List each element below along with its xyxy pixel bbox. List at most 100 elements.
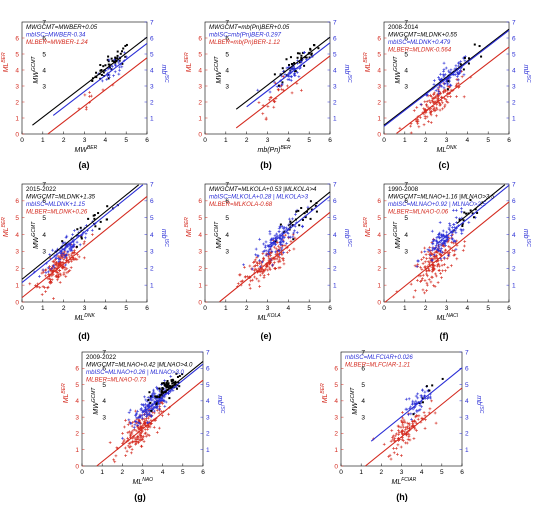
data-point (111, 59, 114, 62)
right-axis-label: mbISC (343, 229, 352, 247)
data-point (295, 210, 298, 213)
right-tick-label: 5 (333, 51, 337, 58)
data-point (465, 212, 468, 215)
data-point (283, 231, 286, 234)
data-point (102, 71, 105, 74)
x-axis-label: MLKOLA (258, 313, 282, 322)
equation-black: MWGCMT=MWBER+0.05 (26, 24, 98, 31)
right-tick-label: 2 (150, 266, 154, 273)
data-point (171, 382, 174, 385)
right-tick-label: 3 (333, 83, 337, 90)
inner-tick-label: 6 (42, 35, 46, 42)
left-tick-label: 2 (198, 266, 202, 273)
data-point (121, 62, 124, 65)
data-point (288, 63, 291, 66)
right-tick-label: 7 (333, 181, 337, 188)
left-tick-label: 6 (15, 198, 19, 205)
data-point (176, 387, 179, 390)
data-point (174, 380, 177, 383)
period-label: 2008-2014 (388, 24, 419, 31)
data-point (310, 208, 313, 211)
left-tick-label: 2 (75, 431, 79, 438)
right-tick-label: 5 (512, 215, 516, 222)
right-tick-label: 6 (512, 35, 516, 42)
inner-tick-label: 4 (225, 232, 229, 239)
data-point (469, 209, 472, 212)
data-point (75, 245, 78, 248)
data-point (147, 398, 150, 401)
left-tick-label: 5 (198, 51, 202, 58)
data-point (79, 226, 82, 229)
data-point (471, 212, 474, 215)
regression-line-black (383, 28, 510, 126)
data-point (80, 236, 83, 239)
x-tick-label: 3 (83, 305, 87, 312)
left-tick-label: 4 (334, 398, 338, 405)
data-point (463, 211, 466, 214)
left-tick-label: 5 (377, 51, 381, 58)
equation-black: MWGCMT=MLDNK+0.55 (388, 32, 458, 39)
right-tick-label: 2 (512, 99, 516, 106)
right-tick-label: 3 (512, 249, 516, 256)
right-tick-label: 5 (512, 51, 516, 58)
data-point (160, 391, 163, 394)
data-point (163, 384, 166, 387)
inner-tick-label: 7 (102, 349, 106, 356)
left-tick-label: 6 (15, 35, 19, 42)
data-point (273, 73, 276, 76)
x-tick-label: 0 (339, 469, 343, 476)
data-point (150, 409, 153, 412)
left-tick-label: 0 (377, 131, 381, 138)
x-tick-label: 3 (400, 469, 404, 476)
equation-blue: mbISC=MLFCIAR+0.026 (345, 354, 413, 361)
data-point (300, 54, 303, 57)
data-point (315, 210, 318, 213)
inner-tick-label: 5 (225, 51, 229, 58)
inner-tick-label: 6 (225, 198, 229, 205)
equation-black: MWGCMT=MLNAO+0.42 |MLNAO>4.0 (86, 362, 193, 369)
right-tick-label: 3 (150, 249, 154, 256)
left-tick-label: 2 (377, 266, 381, 273)
equation-red: MLBER=MLNAO-0.06 (388, 209, 449, 216)
x-tick-label: 1 (100, 469, 104, 476)
right-tick-label: 3 (465, 414, 469, 421)
data-point (125, 43, 128, 46)
data-point (298, 61, 301, 64)
x-tick-label: 1 (41, 305, 45, 312)
mid-axis-label: MWGCMT (31, 221, 40, 249)
data-point (162, 391, 165, 394)
right-axis-label: mbISC (160, 229, 169, 247)
right-tick-label: 1 (333, 115, 337, 122)
left-tick-label: 0 (15, 299, 19, 306)
left-tick-label: 4 (15, 232, 19, 239)
left-axis-label: MLBER (363, 217, 372, 237)
x-axis-label: MLDNK (437, 145, 458, 154)
right-axis-label: mbISC (160, 65, 169, 83)
data-point (175, 372, 178, 375)
left-tick-label: 4 (15, 67, 19, 74)
equation-red: MLBER=MLDNK-0.564 (388, 47, 452, 54)
data-point (149, 401, 152, 404)
data-point (159, 394, 162, 397)
x-tick-label: 2 (424, 137, 428, 144)
data-point (102, 65, 105, 68)
right-axis-label: mbISC (522, 65, 531, 83)
right-tick-label: 3 (206, 414, 210, 421)
x-axis-label: MLNACI (437, 313, 459, 322)
data-point (112, 60, 115, 63)
regression-line-black (456, 184, 506, 224)
data-point (162, 381, 165, 384)
data-point (108, 66, 111, 69)
data-point (172, 381, 175, 384)
data-point (91, 79, 94, 82)
data-point (298, 52, 301, 55)
x-tick-label: 3 (445, 305, 449, 312)
period-label: 2009-2022 (86, 354, 117, 361)
inner-tick-label: 7 (42, 19, 46, 26)
data-point (317, 47, 320, 50)
regression-line-blue (246, 42, 331, 108)
inner-tick-label: 3 (102, 414, 106, 421)
regression-line-black (21, 184, 140, 280)
data-point (473, 43, 476, 46)
x-tick-label: 6 (460, 469, 464, 476)
